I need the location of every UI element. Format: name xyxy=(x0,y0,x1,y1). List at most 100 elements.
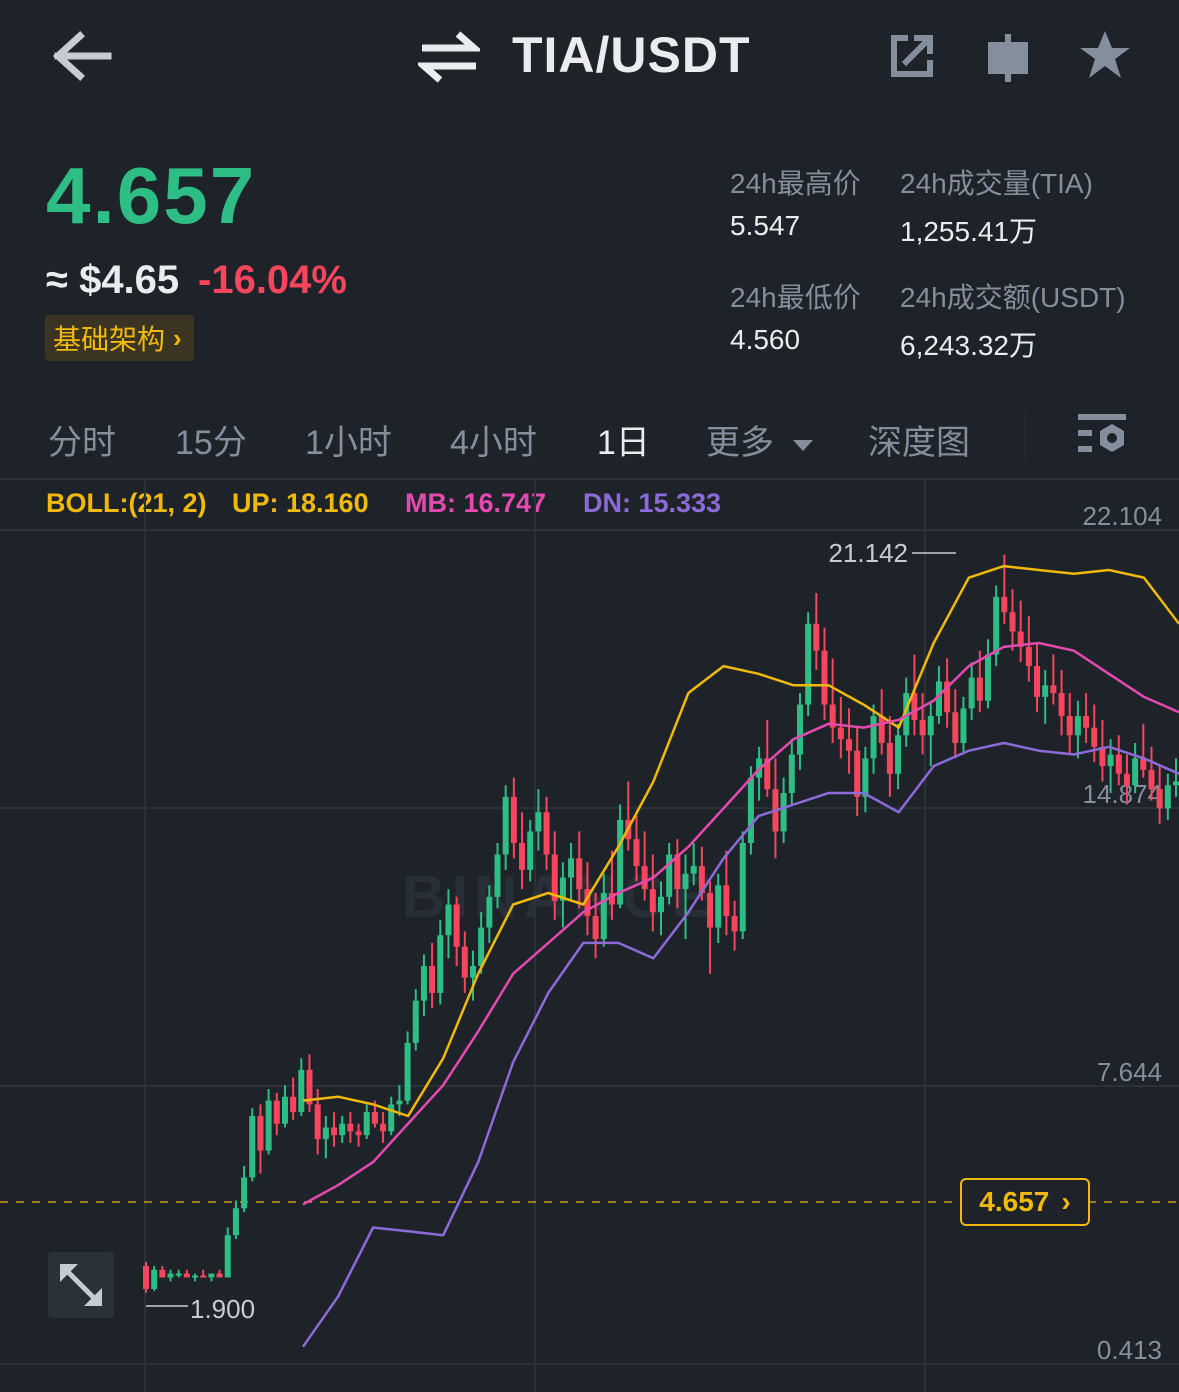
candle-body xyxy=(747,777,754,843)
boll-lower-line xyxy=(301,741,1179,1348)
candle-body xyxy=(290,1096,297,1113)
candle-body xyxy=(461,946,468,978)
candle-body xyxy=(192,1275,199,1278)
tab-depth[interactable]: 深度图 xyxy=(868,424,970,462)
split-screen-icon[interactable] xyxy=(984,32,1032,84)
star-icon[interactable] xyxy=(1078,28,1132,82)
candle-body xyxy=(1107,754,1114,767)
candle-body xyxy=(232,1208,239,1236)
tab-1h[interactable]: 1小时 xyxy=(305,424,392,462)
change-percent: -16.04% xyxy=(198,258,347,302)
candle-body xyxy=(641,866,648,890)
candle-body xyxy=(968,677,975,709)
tab-divider xyxy=(1025,412,1026,462)
candle-body xyxy=(371,1112,378,1124)
candle-body xyxy=(249,1115,256,1178)
last-price: 4.657 xyxy=(46,151,257,240)
candle-body xyxy=(993,596,1000,655)
candle-body xyxy=(919,719,926,736)
candle-body xyxy=(1025,646,1032,667)
chevron-right-icon: › xyxy=(1061,1186,1071,1217)
candle-body xyxy=(690,866,697,874)
candle-body xyxy=(821,650,828,705)
vol-usdt-label: 24h成交额(USDT) xyxy=(900,282,1126,313)
back-arrow-icon[interactable] xyxy=(50,30,112,82)
candle-body xyxy=(870,716,877,759)
candle-body xyxy=(298,1069,305,1113)
candle-body xyxy=(453,904,460,947)
high-24h-value: 5.547 xyxy=(730,210,801,241)
boll-up-value: UP: 18.160 xyxy=(232,488,369,518)
candle-body xyxy=(1173,781,1179,786)
candle-body xyxy=(584,889,591,917)
caret-down-icon xyxy=(793,440,814,452)
current-price-label[interactable]: 4.657 › xyxy=(960,1178,1090,1226)
candle-body xyxy=(1140,758,1147,770)
candle-body xyxy=(608,892,615,905)
candle-body xyxy=(780,792,787,832)
candle-body xyxy=(355,1131,362,1136)
candle-body xyxy=(1156,789,1163,809)
candle-body xyxy=(331,1127,338,1136)
high-marker-label: 21.142 xyxy=(828,538,908,568)
share-icon[interactable] xyxy=(888,32,936,80)
candle-body xyxy=(404,1042,411,1101)
candle-body xyxy=(715,885,722,928)
candle-body xyxy=(854,750,861,797)
candle-body xyxy=(707,892,714,928)
candle-body xyxy=(151,1269,158,1289)
vol-tia-value: 1,255.41万 xyxy=(900,216,1037,247)
chart-settings-icon[interactable] xyxy=(1076,410,1130,462)
y-axis-tick-label: 7.644 xyxy=(1097,1057,1162,1087)
candle-body xyxy=(159,1269,166,1278)
candle-body xyxy=(388,1104,395,1132)
tab-4h[interactable]: 4小时 xyxy=(450,424,537,462)
candle-body xyxy=(796,704,803,755)
tab-timeline[interactable]: 分时 xyxy=(48,424,116,462)
candle-body xyxy=(944,681,951,713)
candle-body xyxy=(813,623,820,651)
candle-body xyxy=(519,842,526,870)
candle-body xyxy=(1017,631,1024,647)
candle-body xyxy=(241,1177,248,1209)
candle-body xyxy=(1164,785,1171,809)
candle-body xyxy=(543,812,550,855)
candle-body xyxy=(1001,596,1008,613)
candle-body xyxy=(502,796,509,855)
tab-1d[interactable]: 1日 xyxy=(597,424,650,462)
candle-body xyxy=(633,839,640,867)
vol-usdt-value: 6,243.32万 xyxy=(900,330,1037,361)
candle-body xyxy=(600,892,607,940)
candle-body xyxy=(420,966,427,1001)
low-24h-label: 24h最低价 xyxy=(730,282,861,313)
candle-body xyxy=(723,885,730,917)
candle-body xyxy=(167,1273,174,1278)
candle-body xyxy=(788,754,795,793)
candle-body xyxy=(903,693,910,736)
candle-body xyxy=(535,812,542,832)
y-axis-tick-label: 0.413 xyxy=(1097,1335,1162,1365)
candle-body xyxy=(396,1100,403,1105)
y-axis-tick-label: 22.104 xyxy=(1082,501,1162,531)
candle-body xyxy=(380,1123,387,1132)
candle-body xyxy=(984,654,991,701)
candle-body xyxy=(314,1104,321,1140)
candle-body xyxy=(1123,773,1130,786)
candle-body xyxy=(429,966,436,993)
candle-body xyxy=(265,1100,272,1151)
swap-icon[interactable] xyxy=(418,28,480,86)
candle-body xyxy=(960,708,967,744)
tab-more[interactable]: 更多 xyxy=(706,415,815,464)
candle-body xyxy=(829,704,836,728)
expand-icon[interactable] xyxy=(48,1252,114,1318)
candle-body xyxy=(731,916,738,932)
candle-body xyxy=(649,889,656,913)
candle-body xyxy=(1050,685,1057,694)
candle-body xyxy=(1058,693,1065,717)
sector-tag[interactable]: 基础架构 › xyxy=(45,315,194,361)
tab-15m[interactable]: 15分 xyxy=(175,424,247,462)
candle-body xyxy=(878,716,885,744)
candle-body xyxy=(666,854,673,897)
candle-body xyxy=(1115,754,1122,774)
